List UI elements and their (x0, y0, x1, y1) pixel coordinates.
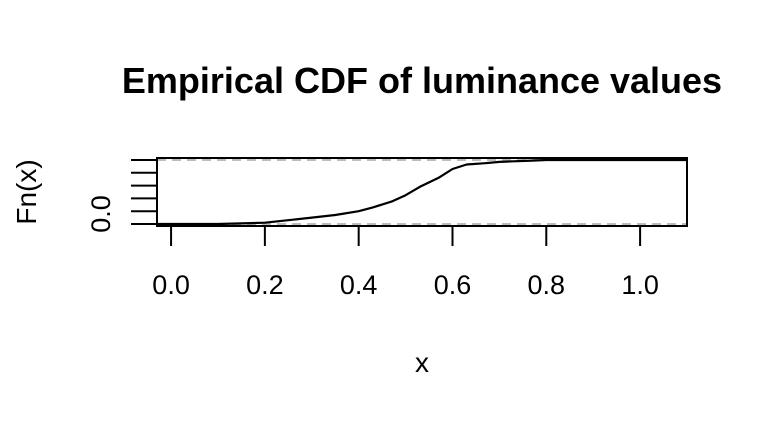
y-axis-label: Fn(x) (11, 159, 42, 224)
reference-lines (157, 159, 687, 225)
y-axis: 0.0 (86, 159, 157, 233)
x-tick-label: 0.8 (528, 270, 566, 300)
chart-title: Empirical CDF of luminance values (122, 60, 722, 101)
plot-frame (156, 157, 688, 227)
x-tick-label: 0.2 (246, 270, 284, 300)
cdf-line (157, 158, 687, 226)
x-tick-label: 0.0 (152, 270, 190, 300)
x-tick-label: 0.4 (340, 270, 378, 300)
x-axis: 0.0 0.2 0.4 0.6 0.8 1.0 (152, 226, 659, 300)
y-tick-label: 0.0 (86, 195, 116, 233)
x-tick-label: 1.0 (621, 270, 659, 300)
x-tick-label: 0.6 (434, 270, 472, 300)
x-axis-label: x (415, 347, 429, 378)
